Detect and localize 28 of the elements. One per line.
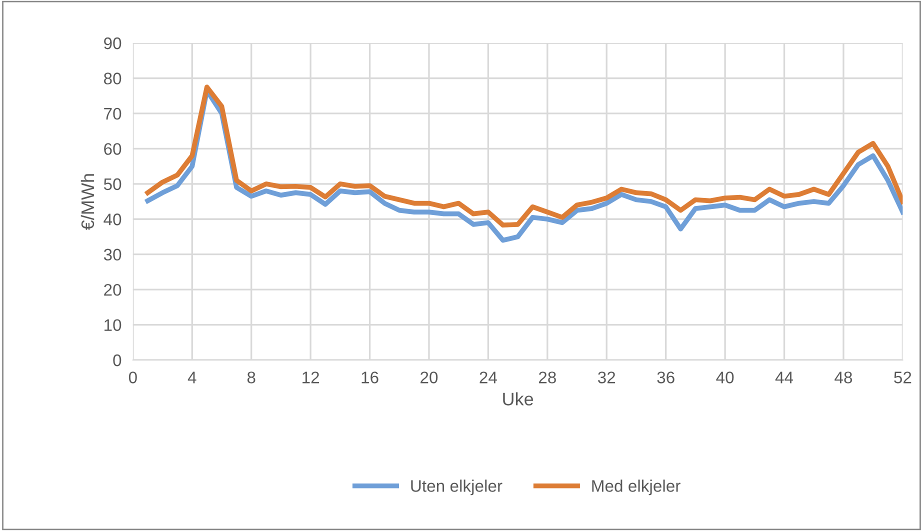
y-tick-label: 50 (104, 178, 122, 190)
y-tick-label: 20 (104, 284, 122, 296)
x-tick-label: 32 (598, 372, 616, 384)
legend-label: Med elkjeler (592, 480, 680, 496)
x-tick-label: 28 (538, 372, 556, 384)
x-tick-label: 0 (128, 372, 137, 384)
y-tick-label: 30 (104, 248, 122, 261)
legend-label: Uten elkjeler (411, 480, 502, 496)
y-tick-label: 70 (104, 108, 122, 120)
x-tick-label: 36 (657, 372, 674, 384)
y-tick-label: 80 (104, 72, 122, 84)
x-tick-label: 16 (362, 372, 378, 384)
y-tick-label: 90 (104, 37, 122, 50)
x-tick-label: 24 (480, 372, 497, 384)
x-tick-label: 40 (716, 372, 734, 384)
y-tick-label: 10 (104, 319, 122, 331)
y-tick-label: 0 (113, 354, 122, 366)
y-tick-label: 60 (104, 143, 122, 155)
x-tick-label: 12 (302, 372, 319, 384)
x-axis-title: Uke (503, 392, 534, 406)
y-axis-title: €/MWh (80, 174, 94, 230)
x-tick-label: 8 (247, 372, 256, 384)
x-tick-label: 4 (188, 372, 196, 384)
x-tick-label: 44 (775, 372, 794, 384)
x-tick-label: 52 (894, 372, 912, 384)
x-tick-label: 48 (834, 372, 852, 384)
x-tick-label: 20 (420, 372, 438, 384)
y-tick-label: 40 (104, 214, 122, 226)
